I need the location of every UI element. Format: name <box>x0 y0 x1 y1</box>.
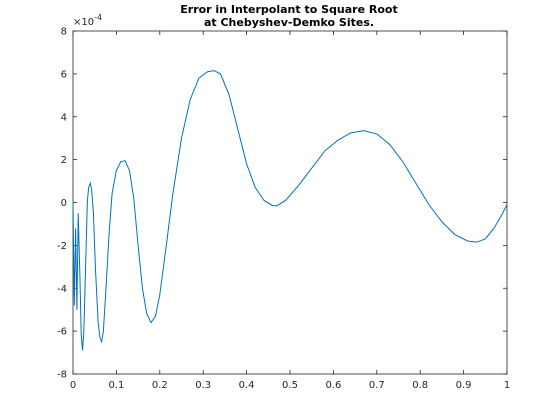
y-multiplier: ×10-4 <box>73 13 102 28</box>
x-tick-label: 0.3 <box>195 380 211 391</box>
y-tick-label: 6 <box>61 69 67 80</box>
y-tick-label: -4 <box>57 284 67 295</box>
x-tick-label: 0.2 <box>152 380 168 391</box>
x-tick-label: 0 <box>70 380 76 391</box>
y-tick-label: 0 <box>61 198 67 209</box>
x-tick-label: 1 <box>504 380 510 391</box>
data-line <box>72 70 508 351</box>
y-tick-label: 4 <box>61 112 67 123</box>
chart-title: at Chebyshev-Demko Sites. <box>204 16 374 29</box>
y-tick-label: -2 <box>57 241 67 252</box>
y-multiplier-exponent: -4 <box>94 13 102 22</box>
x-tick-label: 0.8 <box>412 380 428 391</box>
x-tick-label: 0.9 <box>456 380 472 391</box>
x-tick-label: 0.7 <box>369 380 385 391</box>
chart-title: Error in Interpolant to Square Root <box>180 3 397 16</box>
y-tick-label: 2 <box>61 155 67 166</box>
y-tick-label: 8 <box>61 27 67 38</box>
y-tick-label: -8 <box>57 370 67 381</box>
x-tick-label: 0.1 <box>108 380 124 391</box>
y-multiplier-base: ×10 <box>73 17 94 28</box>
x-tick-label: 0.5 <box>282 380 298 391</box>
x-tick-label: 0.4 <box>239 380 255 391</box>
y-tick-label: -6 <box>57 327 67 338</box>
x-tick-label: 0.6 <box>325 380 341 391</box>
